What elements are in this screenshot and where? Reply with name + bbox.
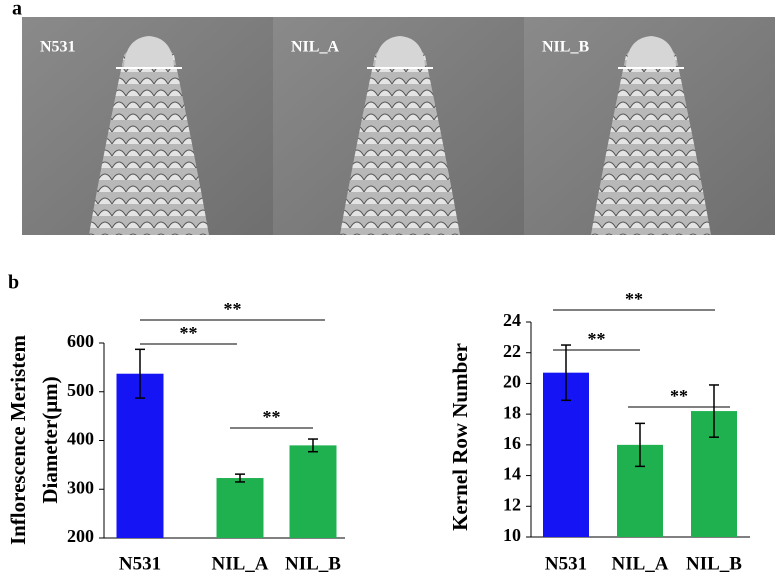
significance-label: ** (670, 386, 688, 406)
bar (116, 373, 164, 538)
x-tick-label: NIL_B (686, 553, 742, 574)
x-tick-label: NIL_A (611, 553, 668, 574)
y-tick-label: 14 (503, 464, 521, 484)
y-tick-label: 600 (67, 331, 94, 351)
y-tick-label: 18 (503, 402, 521, 422)
y-tick-label: 10 (503, 525, 521, 545)
y-axis-label: Kernel Row Number (448, 343, 472, 531)
y-axis-label: Diameter(μm) (38, 376, 62, 503)
ear-tip (340, 40, 460, 235)
error-bar (135, 348, 145, 399)
y-tick-label: 500 (67, 380, 94, 400)
y-tick-label: 24 (503, 310, 521, 330)
ear-tip (89, 40, 209, 235)
y-tick-label: 12 (503, 494, 521, 514)
x-tick-label: NIL_B (285, 553, 341, 574)
panel-label: b (8, 272, 19, 294)
image-label: N531 (40, 39, 76, 56)
y-tick-label: 20 (503, 372, 521, 392)
significance-label: ** (625, 289, 643, 309)
panel-label: a (12, 0, 22, 20)
error-bar (635, 422, 645, 468)
x-tick-label: N531 (119, 553, 161, 574)
x-tick-label: N531 (545, 553, 587, 574)
meristem (375, 36, 425, 68)
x-tick-label: NIL_A (211, 553, 268, 574)
error-bar (235, 473, 245, 483)
image-label: NIL_B (542, 39, 589, 56)
sem-images: N531 NIL_A NIL_B (22, 17, 775, 235)
y-tick-label: 22 (503, 341, 521, 361)
y-tick-label: 16 (503, 433, 521, 453)
meristem (626, 36, 676, 68)
significance-label: ** (588, 329, 606, 349)
y-tick-label: 400 (67, 429, 94, 449)
y-tick-label: 200 (67, 526, 94, 546)
error-bar (561, 344, 571, 402)
bar (289, 445, 337, 538)
error-bar (709, 384, 719, 438)
meristem (124, 36, 174, 68)
y-axis-label: Inflorescence Meristem (6, 334, 30, 545)
image-label: NIL_A (291, 39, 339, 56)
ear-tip (591, 40, 711, 235)
bar (216, 478, 264, 538)
significance-label: ** (263, 407, 281, 427)
error-bar (308, 438, 318, 453)
significance-label: ** (224, 299, 242, 319)
significance-label: ** (180, 323, 198, 343)
y-tick-label: 300 (67, 477, 94, 497)
